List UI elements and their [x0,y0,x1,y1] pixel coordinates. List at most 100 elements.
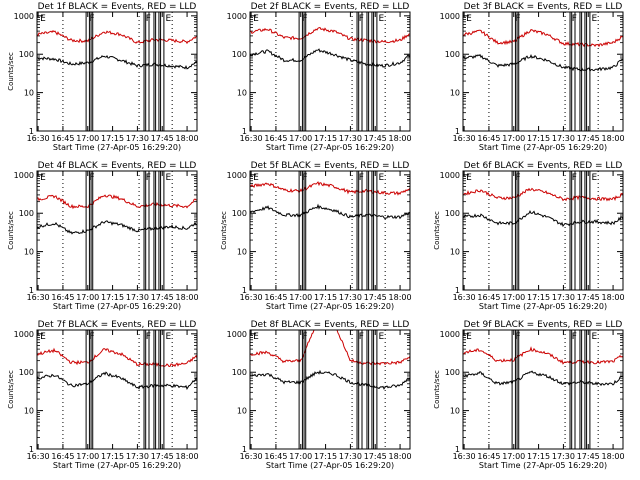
y-tick-label: 100 [445,50,460,59]
marker-letter: E [592,332,598,342]
y-tick-label: 1000 [14,171,34,180]
y-tick-label: 1 [455,127,460,136]
lld-series-line [462,346,624,365]
x-axis-label: Start Time (27-Apr-05 16:29:20) [479,302,607,311]
x-axis-label: Start Time (27-Apr-05 16:29:20) [479,143,607,152]
y-tick-label: 10 [450,407,460,416]
y-tick-label: 100 [445,209,460,218]
y-tick-label: 1 [29,445,34,454]
x-tick-label: 17:30 [552,452,575,461]
chart-panel: Det 3f BLACK = Events, RED = LLD 1 10 100 10… [440,2,625,152]
x-tick-label: 16:30 [453,293,476,302]
x-tick-label: 17:15 [527,452,550,461]
plot-frame [36,329,198,450]
x-tick-label: 17:00 [76,452,99,461]
x-tick-label: 17:30 [126,134,149,143]
marker-letter: F [572,14,577,24]
plot-frame [36,170,198,291]
marker-letter: E [40,14,46,24]
marker-letter: E [592,14,598,24]
x-axis-label: Start Time (27-Apr-05 16:29:20) [53,143,181,152]
chart-panel: Det 6f BLACK = Events, RED = LLD 1 10 100 10… [433,161,625,311]
chart-panel: Det 4f BLACK = Events, RED = LLD 1 10 100 10… [7,161,199,311]
y-axis-label: Counts/sec [433,211,441,250]
chart-title: Det 3f BLACK = Events, RED = LLD [464,2,623,12]
y-tick-label: 10 [24,407,34,416]
y-tick-label: 100 [445,368,460,377]
x-axis-label: Start Time (27-Apr-05 16:29:20) [53,461,181,470]
chart-title: Det 4f BLACK = Events, RED = LLD [38,161,197,171]
marker-letter: F [146,332,151,342]
lld-series-line [36,29,198,45]
chart-panel: Det 2f BLACK = Events, RED = LLD 1 10 100 10… [227,2,412,152]
plot-frame [462,329,624,450]
x-tick-label: 18:00 [389,134,412,143]
x-tick-label: 16:45 [264,452,287,461]
x-tick-label: 16:45 [264,293,287,302]
y-tick-label: 1 [242,445,247,454]
x-tick-label: 16:45 [51,293,74,302]
y-tick-label: 10 [237,89,247,98]
marker-letter: F [302,173,307,183]
chart-panel: Det 1f BLACK = Events, RED = LLD 1 10 100 10… [7,2,199,152]
marker-letter: E [253,332,259,342]
y-axis-label: Counts/sec [7,370,15,409]
x-tick-label: 16:30 [240,293,263,302]
x-tick-label: 17:15 [527,293,550,302]
x-tick-label: 18:00 [176,134,199,143]
x-tick-label: 16:45 [51,134,74,143]
x-tick-label: 17:15 [101,293,124,302]
x-axis-label: Start Time (27-Apr-05 16:29:20) [53,302,181,311]
x-tick-label: 16:30 [453,452,476,461]
y-tick-label: 1 [29,286,34,295]
x-tick-label: 17:30 [339,452,362,461]
events-series-line [250,369,411,390]
y-tick-label: 100 [19,50,34,59]
x-tick-label: 16:45 [477,452,500,461]
marker-letter: F [302,332,307,342]
y-axis-label: Counts/sec [7,211,15,250]
x-tick-label: 17:45 [151,134,174,143]
x-tick-label: 18:00 [602,452,625,461]
plot-frame [36,11,198,132]
lld-series-line [36,194,198,210]
marker-letter: F [146,14,151,24]
y-axis-label: Counts/sec [220,211,228,250]
x-tick-label: 16:30 [453,134,476,143]
x-tick-label: 17:15 [101,134,124,143]
y-tick-label: 1000 [227,12,247,21]
x-tick-label: 17:15 [314,452,337,461]
x-tick-label: 17:45 [364,452,387,461]
marker-letter: F [572,332,577,342]
marker-letter: F [302,14,307,24]
x-tick-label: 18:00 [602,134,625,143]
marker-letter: E [466,173,472,183]
events-series-line [462,53,624,73]
x-tick-label: 17:00 [289,293,312,302]
plot-frame [462,11,624,132]
y-tick-label: 10 [237,248,247,257]
lld-series-line [249,26,411,44]
marker-letter: E [40,332,46,342]
x-tick-label: 18:00 [176,452,199,461]
lld-series-line [463,29,624,48]
marker-letter: E [379,14,385,24]
x-tick-label: 16:30 [27,134,50,143]
x-tick-label: 16:30 [240,452,263,461]
x-tick-label: 17:00 [289,452,312,461]
marker-letter: E [379,332,385,342]
marker-letter: F [359,332,364,342]
chart-title: Det 9f BLACK = Events, RED = LLD [464,320,623,330]
x-tick-label: 16:30 [27,452,50,461]
lld-series-line [249,181,411,196]
y-tick-label: 1 [455,445,460,454]
marker-letter: E [40,173,46,183]
chart-title: Det 8f BLACK = Events, RED = LLD [251,320,410,330]
y-tick-label: 1000 [227,330,247,339]
x-tick-label: 16:45 [264,134,287,143]
chart-title: Det 2f BLACK = Events, RED = LLD [251,2,410,12]
lld-series-line [462,187,624,202]
chart-title: Det 1f BLACK = Events, RED = LLD [38,2,197,12]
y-tick-label: 1000 [14,12,34,21]
marker-letter: F [515,173,520,183]
